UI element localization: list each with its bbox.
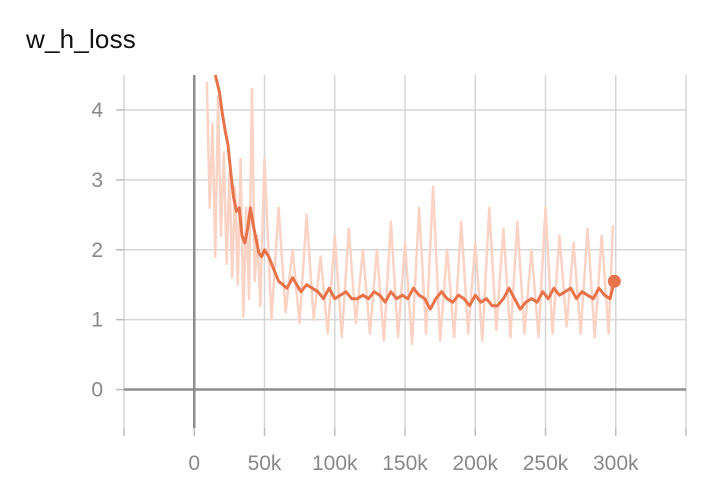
x-tick-label: 0 xyxy=(188,452,200,475)
raw-loss-line xyxy=(205,81,615,346)
y-tick-label: 0 xyxy=(91,379,103,402)
smoothed-loss-line xyxy=(213,74,616,311)
x-tick-label: 200k xyxy=(452,452,498,475)
axes xyxy=(116,75,687,436)
tick-labels: 0 50k 100k 150k 200k 250k 300k 0 1 2 3 4 xyxy=(91,99,639,475)
y-tick-label: 3 xyxy=(91,169,103,192)
x-tick-label: 150k xyxy=(382,452,428,475)
x-tick-label: 300k xyxy=(593,452,639,475)
x-tick-label: 50k xyxy=(248,452,282,475)
chart-title: w_h_loss xyxy=(26,24,136,54)
x-tick-label: 250k xyxy=(523,452,569,475)
y-tick-label: 2 xyxy=(91,239,103,262)
raw-series xyxy=(205,81,615,346)
smoothed-series xyxy=(213,74,621,311)
x-tick-label: 100k xyxy=(312,452,358,475)
last-value-marker xyxy=(607,274,621,288)
y-tick-label: 1 xyxy=(91,309,103,332)
y-tick-label: 4 xyxy=(91,99,103,122)
